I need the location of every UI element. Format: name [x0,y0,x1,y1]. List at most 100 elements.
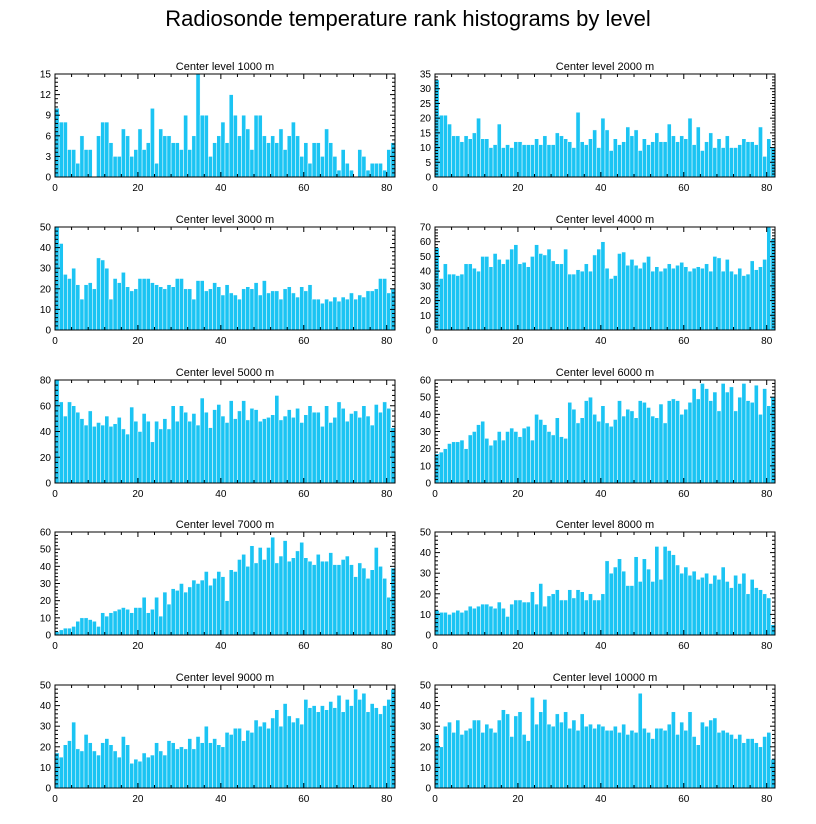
histogram-bar [365,415,371,484]
histogram-bar [100,424,106,484]
x-tick-label: 40 [595,641,607,652]
histogram-bar [600,405,606,484]
histogram-bar [179,149,184,178]
histogram-bar [253,409,259,484]
x-tick-label: 20 [512,489,524,500]
histogram-bar [228,400,234,484]
histogram-bar [646,407,651,484]
panel-9: Center level 9000 m 0 20 40 60 80 0 10 20 30 40 50 [40,672,396,805]
histogram-bar [307,707,313,789]
histogram-bar [554,713,560,789]
histogram-bar [75,163,81,178]
histogram-bar [63,627,68,636]
histogram-bar [646,144,651,178]
histogram-bar [121,736,126,789]
panel-title: Center level 8000 m [556,519,654,531]
histogram-bar [708,270,714,331]
histogram-bar [700,577,705,636]
histogram-bar [488,444,494,484]
histogram-bar [447,123,452,178]
histogram-bar [443,725,448,789]
histogram-bar [266,292,271,331]
histogram-bar [158,428,164,484]
histogram-bar [332,707,338,789]
histogram-bar [54,108,60,178]
x-tick-label: 0 [432,794,438,805]
histogram-bar [125,433,130,484]
histogram-bar [658,728,664,789]
histogram-bar [224,422,230,484]
histogram-bar [546,723,552,789]
histogram-bar [563,248,568,331]
histogram-bar [357,699,363,789]
histogram-bar [353,688,358,789]
histogram-bar [71,626,76,636]
histogram-bar [357,562,363,636]
histogram-bar [567,402,573,484]
histogram-bar [369,290,375,331]
histogram-bar [625,126,631,178]
histogram-bar [575,422,581,484]
histogram-bar [270,414,276,484]
y-tick-label: 12 [40,90,52,101]
histogram-bar [476,270,481,331]
histogram-bar [374,288,379,331]
histogram-bar [762,388,767,484]
histogram-bar [245,286,251,331]
histogram-bar [741,383,747,484]
histogram-bar [249,408,255,484]
histogram-bar [365,290,371,331]
histogram-bar [241,400,246,484]
histogram-bar [613,725,618,789]
histogram-bar [625,265,631,331]
histogram-bar [58,121,64,178]
y-tick-label: 3 [45,152,51,163]
histogram-bar [174,590,180,636]
histogram-bar [447,614,452,636]
histogram-bar [158,128,164,178]
histogram-bar [357,294,363,331]
histogram-bar [262,135,267,178]
histogram-bar [505,259,510,331]
histogram-bar [666,263,672,331]
histogram-bar [571,147,577,178]
histogram-bar [212,738,217,789]
histogram-bar [266,547,271,636]
histogram-bar [154,284,159,331]
histogram-bar [666,550,672,636]
y-tick-label: 0 [45,173,51,184]
histogram-bar [754,269,759,331]
histogram-bar [199,397,205,484]
y-tick-label: 0 [45,631,51,642]
histogram-bar [83,734,89,789]
histogram-bar [324,128,329,178]
histogram-bar [108,612,114,636]
y-tick-label: 30 [420,281,432,292]
histogram-bar [463,448,469,484]
histogram-bar [675,141,680,178]
histogram-bar [324,405,329,484]
histogram-bar [704,263,709,331]
histogram-bar [299,723,305,789]
y-tick-label: 40 [420,701,432,712]
histogram-bar [637,150,643,178]
histogram-bar [92,426,97,484]
histogram-bar [108,744,114,789]
histogram-bar [447,721,452,789]
histogram-bar [687,402,693,484]
histogram-bar [170,405,176,484]
histogram-bar [724,391,730,484]
histogram-bar [199,742,205,789]
histogram-bar [720,730,726,789]
histogram-bar [700,150,705,178]
histogram-bar [575,730,581,789]
histogram-bar [521,734,527,789]
histogram-bar [224,284,230,331]
histogram-bar [621,141,626,178]
histogram-bar [208,427,213,484]
histogram-bar [75,284,81,331]
x-tick-label: 80 [381,641,393,652]
histogram-bar [467,263,473,331]
histogram-bar [179,278,184,331]
